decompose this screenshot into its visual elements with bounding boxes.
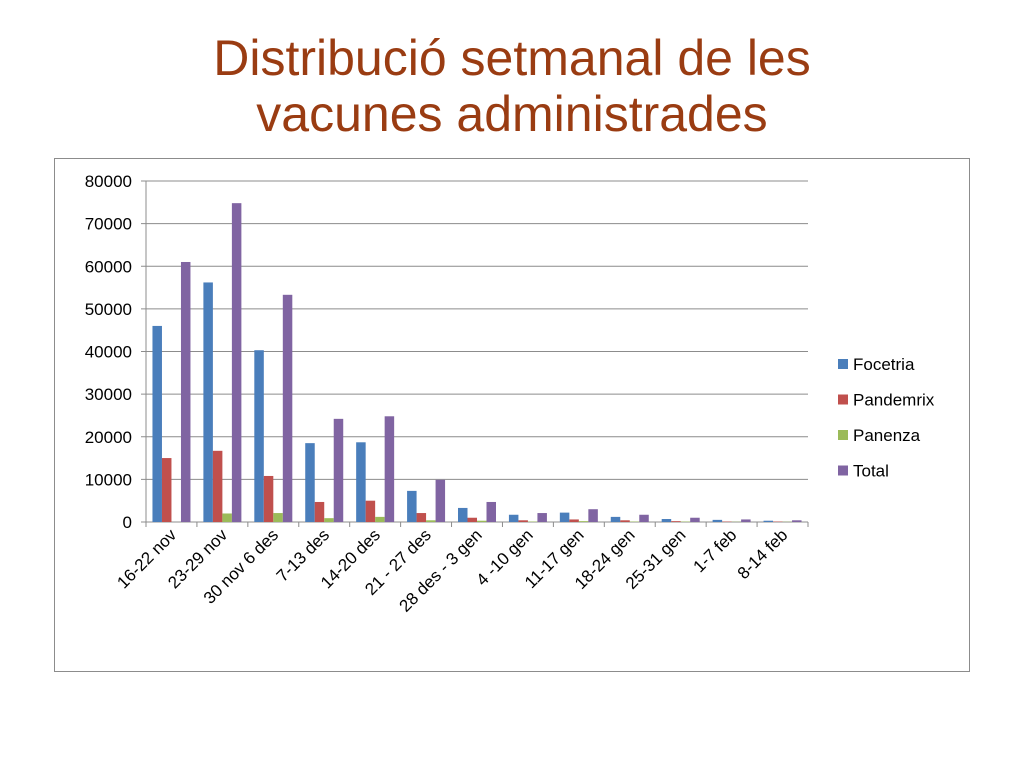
bar-panenza-5 <box>426 520 436 522</box>
bar-total-7 <box>537 513 547 522</box>
legend-swatch-panenza <box>838 430 848 440</box>
bar-pandemrix-0 <box>161 458 172 522</box>
bar-panenza-8 <box>578 521 589 522</box>
bar-total-1 <box>231 203 242 523</box>
y-tick-label: 60000 <box>85 257 132 276</box>
bar-focetria-7 <box>508 514 519 522</box>
bar-total-10 <box>690 517 700 522</box>
bar-total-12 <box>792 520 802 522</box>
bar-total-6 <box>486 501 496 522</box>
x-category-label: 8-14 feb <box>734 525 792 583</box>
bar-focetria-5 <box>407 490 417 522</box>
bar-pandemrix-1 <box>212 450 223 522</box>
bar-pandemrix-10 <box>671 521 681 522</box>
bar-total-2 <box>282 294 293 522</box>
bar-panenza-2 <box>273 513 283 522</box>
y-tick-label: 0 <box>123 513 132 532</box>
bar-focetria-6 <box>458 507 468 522</box>
bar-focetria-8 <box>559 512 570 522</box>
y-tick-label: 30000 <box>85 385 132 404</box>
bar-pandemrix-6 <box>467 517 477 522</box>
legend-swatch-pandemrix <box>838 394 848 405</box>
bar-pandemrix-2 <box>263 475 274 522</box>
x-category-label: 1-7 feb <box>690 525 741 576</box>
y-tick-label: 10000 <box>85 470 132 489</box>
bar-pandemrix-3 <box>314 501 325 522</box>
bar-pandemrix-5 <box>416 513 427 522</box>
legend-swatch-total <box>838 465 848 476</box>
slide-title: Distribució setmanal de les vacunes admi… <box>0 30 1024 142</box>
bar-panenza-6 <box>477 520 487 522</box>
bar-total-8 <box>588 509 598 522</box>
bar-panenza-1 <box>222 513 232 522</box>
bar-total-11 <box>741 519 751 522</box>
bar-pandemrix-7 <box>518 520 528 522</box>
bar-total-9 <box>639 514 649 522</box>
y-tick-label: 80000 <box>85 172 132 191</box>
bar-pandemrix-8 <box>569 519 579 522</box>
bar-focetria-2 <box>254 350 264 522</box>
bar-total-5 <box>435 479 446 522</box>
gridlines <box>146 180 808 480</box>
bars <box>152 203 802 523</box>
bar-panenza-4 <box>375 516 385 522</box>
bar-focetria-10 <box>661 519 672 522</box>
bar-focetria-9 <box>610 516 621 522</box>
bar-total-3 <box>333 418 344 522</box>
legend-label-focetria: Focetria <box>853 355 915 374</box>
bar-focetria-11 <box>712 519 723 522</box>
y-tick-label: 20000 <box>85 428 132 447</box>
bar-focetria-3 <box>305 443 315 522</box>
bar-focetria-1 <box>203 282 213 522</box>
legend-label-total: Total <box>853 462 889 481</box>
bar-focetria-12 <box>763 520 774 522</box>
bar-focetria-4 <box>356 442 366 522</box>
bar-total-4 <box>384 416 395 522</box>
bar-total-0 <box>180 261 191 522</box>
slide-title-line-1: Distribució setmanal de les <box>213 30 811 86</box>
legend-swatch-focetria <box>838 359 848 369</box>
bar-panenza-3 <box>324 518 334 522</box>
y-tick-label: 70000 <box>85 215 132 234</box>
y-tick-label: 40000 <box>85 343 132 362</box>
legend-label-pandemrix: Pandemrix <box>853 391 935 410</box>
bar-focetria-0 <box>152 325 162 522</box>
bar-pandemrix-4 <box>365 500 376 522</box>
legend: Focetria Pandemrix Panenza Total <box>838 355 935 481</box>
bar-pandemrix-9 <box>620 520 630 522</box>
legend-label-panenza: Panenza <box>853 426 921 445</box>
slide-title-line-2: vacunes administrades <box>256 86 768 142</box>
y-tick-label: 50000 <box>85 300 132 319</box>
